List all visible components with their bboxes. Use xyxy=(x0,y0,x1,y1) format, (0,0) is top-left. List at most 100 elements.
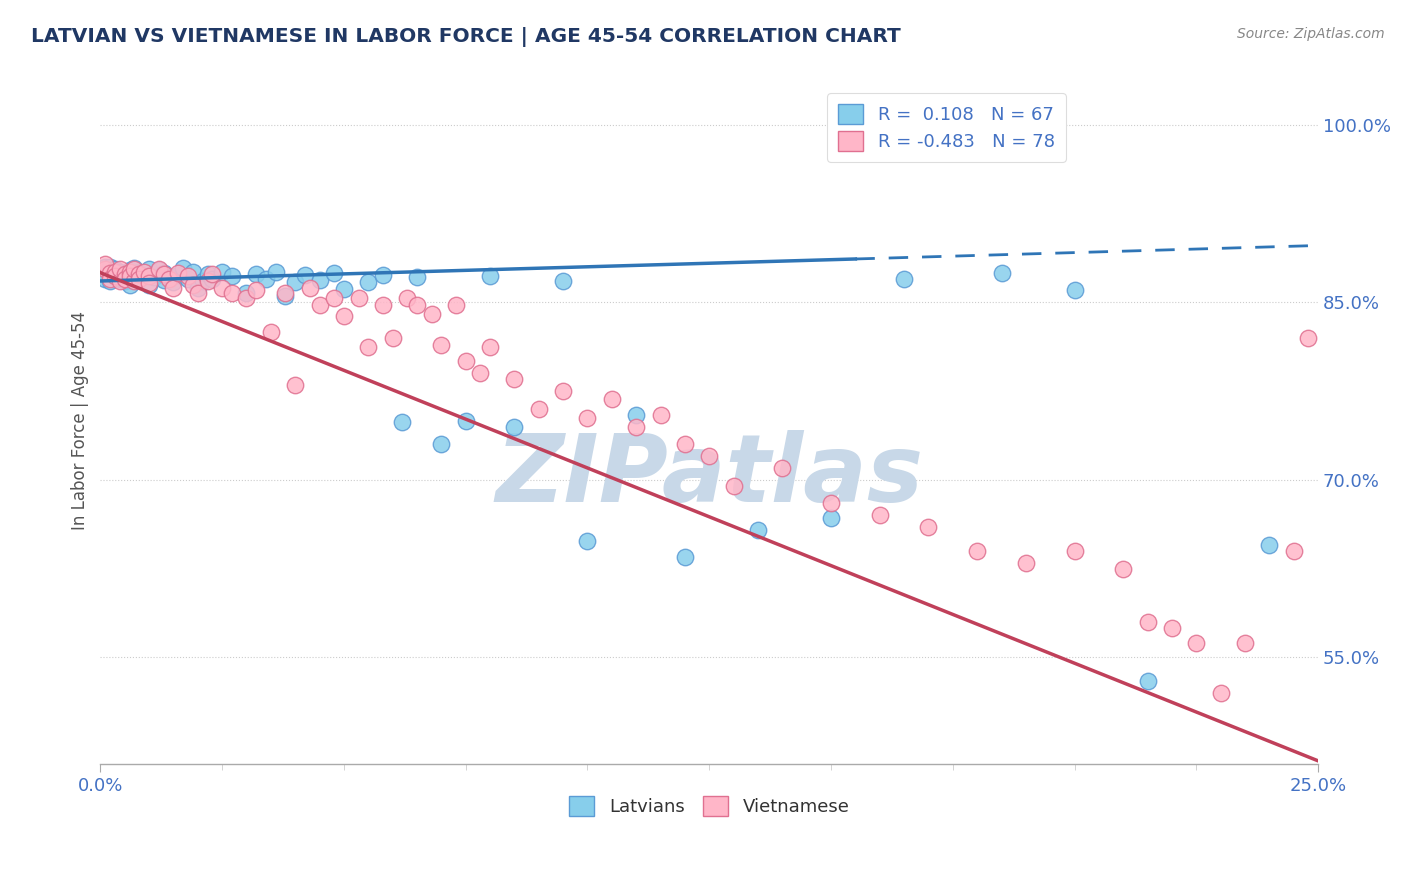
Point xyxy=(94,257,117,271)
Point xyxy=(152,266,174,280)
Point xyxy=(114,271,136,285)
Point xyxy=(869,508,891,523)
Point xyxy=(162,281,184,295)
Point xyxy=(108,274,131,288)
Point xyxy=(152,267,174,281)
Point xyxy=(323,266,346,280)
Point xyxy=(134,269,156,284)
Text: Source: ZipAtlas.com: Source: ZipAtlas.com xyxy=(1237,27,1385,41)
Point xyxy=(1063,543,1085,558)
Point xyxy=(673,549,696,564)
Point xyxy=(576,411,599,425)
Point xyxy=(430,338,453,352)
Point xyxy=(503,419,526,434)
Point xyxy=(104,264,127,278)
Point xyxy=(128,267,150,281)
Point xyxy=(347,291,370,305)
Point xyxy=(723,479,745,493)
Point xyxy=(221,285,243,300)
Point xyxy=(274,285,297,300)
Point xyxy=(624,408,647,422)
Point xyxy=(454,414,477,428)
Point xyxy=(990,266,1012,280)
Point xyxy=(138,277,160,292)
Point xyxy=(420,307,443,321)
Point xyxy=(1298,331,1320,345)
Point xyxy=(396,291,419,305)
Point xyxy=(406,298,429,312)
Point xyxy=(553,274,575,288)
Point xyxy=(104,269,127,284)
Text: LATVIAN VS VIETNAMESE IN LABOR FORCE | AGE 45-54 CORRELATION CHART: LATVIAN VS VIETNAMESE IN LABOR FORCE | A… xyxy=(31,27,901,46)
Point xyxy=(260,325,283,339)
Point xyxy=(820,496,842,510)
Point xyxy=(1282,543,1305,558)
Point xyxy=(157,270,180,285)
Point xyxy=(148,262,170,277)
Point xyxy=(323,291,346,305)
Point xyxy=(201,267,224,281)
Point xyxy=(94,266,117,280)
Point xyxy=(284,378,307,392)
Point xyxy=(245,284,267,298)
Point xyxy=(197,274,219,288)
Point xyxy=(357,275,380,289)
Point xyxy=(98,266,121,280)
Point xyxy=(235,291,257,305)
Point xyxy=(98,271,121,285)
Point xyxy=(118,277,141,292)
Point xyxy=(284,275,307,289)
Point xyxy=(479,340,502,354)
Point xyxy=(294,268,316,282)
Point xyxy=(1185,636,1208,650)
Point xyxy=(138,269,160,284)
Point xyxy=(157,271,180,285)
Point xyxy=(162,275,184,289)
Point xyxy=(138,277,160,291)
Point xyxy=(172,260,194,275)
Point xyxy=(1209,686,1232,700)
Point xyxy=(148,263,170,277)
Text: ZIPatlas: ZIPatlas xyxy=(495,430,924,522)
Point xyxy=(298,281,321,295)
Point xyxy=(264,264,287,278)
Point xyxy=(430,437,453,451)
Point xyxy=(211,281,233,295)
Point xyxy=(94,260,117,274)
Point xyxy=(118,263,141,277)
Point xyxy=(114,267,136,281)
Point xyxy=(124,260,146,275)
Point xyxy=(108,262,131,277)
Point xyxy=(371,268,394,282)
Point xyxy=(454,354,477,368)
Point xyxy=(1063,284,1085,298)
Point xyxy=(181,277,204,292)
Point xyxy=(1258,538,1281,552)
Point xyxy=(94,271,117,285)
Point xyxy=(114,274,136,288)
Point xyxy=(1015,556,1038,570)
Point xyxy=(98,260,121,274)
Point xyxy=(124,268,146,282)
Point xyxy=(191,274,214,288)
Point xyxy=(697,449,720,463)
Point xyxy=(211,264,233,278)
Point xyxy=(333,310,356,324)
Point xyxy=(527,401,550,416)
Point xyxy=(1136,673,1159,688)
Point xyxy=(357,340,380,354)
Point xyxy=(1161,621,1184,635)
Point xyxy=(381,331,404,345)
Point xyxy=(624,419,647,434)
Point xyxy=(917,520,939,534)
Point xyxy=(221,269,243,284)
Point xyxy=(181,264,204,278)
Point xyxy=(1331,668,1354,682)
Point xyxy=(650,408,672,422)
Point xyxy=(128,271,150,285)
Point xyxy=(673,437,696,451)
Point xyxy=(134,264,156,278)
Point xyxy=(98,266,121,280)
Point xyxy=(108,271,131,285)
Point xyxy=(966,543,988,558)
